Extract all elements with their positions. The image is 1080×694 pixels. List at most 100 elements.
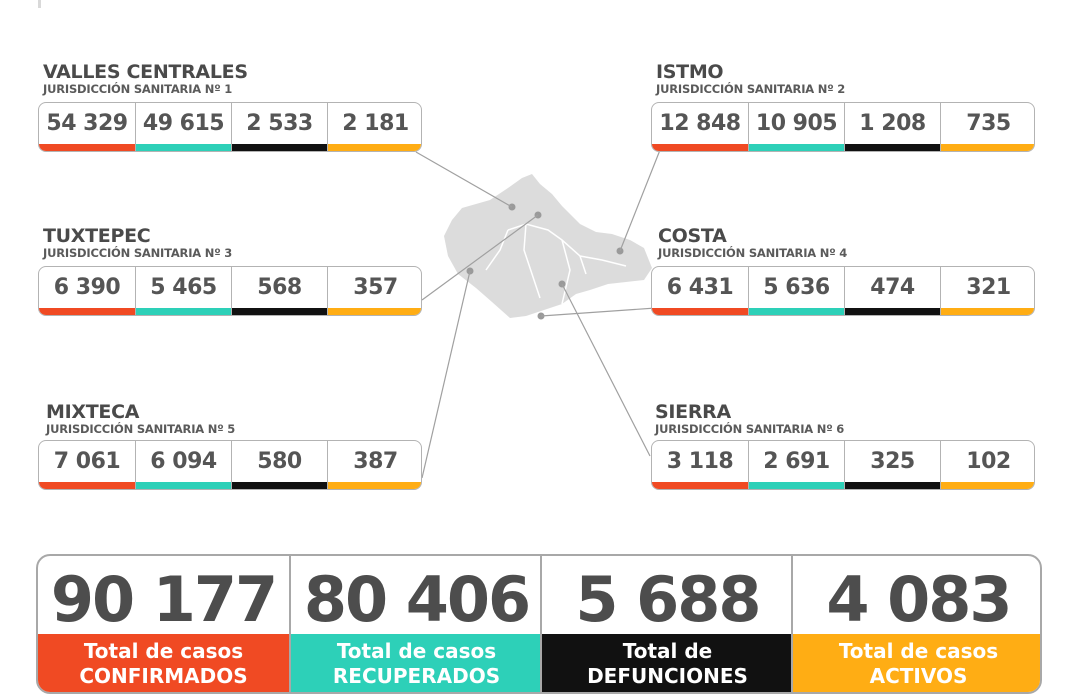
bar-recovered <box>136 308 231 315</box>
bar-recovered <box>136 144 231 151</box>
value-recovered: 10 905 <box>748 103 844 151</box>
value-deaths: 580 <box>231 441 327 489</box>
num-deaths: 474 <box>870 275 915 300</box>
region-sub: JURISDICCIÓN SANITARIA Nº 2 <box>656 82 846 96</box>
value-deaths: 325 <box>844 441 940 489</box>
leader-valles <box>415 151 513 208</box>
value-active: 321 <box>940 267 1034 315</box>
region-sub: JURISDICCIÓN SANITARIA Nº 1 <box>43 82 233 96</box>
label-line2: ACTIVOS <box>869 664 968 688</box>
num-deaths: 1 208 <box>859 111 926 136</box>
bar-active <box>328 482 421 489</box>
value-active: 735 <box>940 103 1034 151</box>
bar-confirmed <box>652 144 748 151</box>
value-deaths: 1 208 <box>844 103 940 151</box>
label-line2: RECUPERADOS <box>332 664 501 688</box>
total-recovered: 80 406 Total de casos RECUPERADOS <box>289 556 542 692</box>
bar-recovered <box>136 482 231 489</box>
bar-recovered <box>749 308 844 315</box>
total-deaths-value: 5 688 <box>575 563 761 636</box>
label-line1: Total de casos <box>336 639 497 663</box>
total-recovered-value: 80 406 <box>303 563 531 636</box>
bar-active <box>941 308 1034 315</box>
bar-active <box>941 482 1034 489</box>
map-silhouette <box>444 174 652 318</box>
num-recovered: 6 094 <box>150 449 217 474</box>
num-confirmed: 7 061 <box>53 449 121 474</box>
map-borders <box>485 223 627 305</box>
num-deaths: 2 533 <box>246 111 313 136</box>
num-active: 2 181 <box>342 111 409 136</box>
num-active: 735 <box>966 111 1011 136</box>
value-recovered: 49 615 <box>135 103 231 151</box>
num-confirmed: 54 329 <box>46 111 128 136</box>
num-active: 102 <box>966 449 1011 474</box>
num-recovered: 5 465 <box>150 275 217 300</box>
num-deaths: 568 <box>257 275 302 300</box>
value-confirmed: 12 848 <box>652 103 748 151</box>
label-line1: Total de casos <box>838 639 999 663</box>
value-active: 102 <box>940 441 1034 489</box>
region-sub: JURISDICCIÓN SANITARIA Nº 6 <box>655 422 845 436</box>
value-confirmed: 3 118 <box>652 441 748 489</box>
num-recovered: 2 691 <box>763 449 830 474</box>
leader-costa <box>540 307 657 317</box>
num-confirmed: 12 848 <box>659 111 741 136</box>
bar-deaths <box>232 308 327 315</box>
bar-active <box>328 144 421 151</box>
oaxaca-map <box>444 174 652 320</box>
num-recovered: 49 615 <box>142 111 225 136</box>
num-recovered: 5 636 <box>763 275 830 300</box>
value-recovered: 2 691 <box>748 441 844 489</box>
region-name: ISTMO <box>656 61 724 83</box>
bar-recovered <box>749 144 844 151</box>
value-confirmed: 6 431 <box>652 267 748 315</box>
label-line1: Total de casos <box>83 639 244 663</box>
region-name: COSTA <box>658 225 727 247</box>
num-confirmed: 3 118 <box>666 449 734 474</box>
source-label: Fuente: Plataforma SISVER <box>38 0 251 8</box>
region-values-costa: 6 431 5 636 474 321 <box>651 266 1035 316</box>
region-values-tuxtepec: 6 390 5 465 568 357 <box>38 266 422 316</box>
value-confirmed: 7 061 <box>39 441 135 489</box>
region-istmo: ISTMO JURISDICCIÓN SANITARIA Nº 2 <box>656 62 845 96</box>
num-active: 387 <box>353 449 398 474</box>
region-name: MIXTECA <box>46 401 140 423</box>
total-recovered-label: Total de casos RECUPERADOS <box>291 634 542 692</box>
num-deaths: 325 <box>870 449 915 474</box>
region-name: TUXTEPEC <box>43 225 151 247</box>
num-active: 321 <box>966 275 1011 300</box>
region-name: SIERRA <box>655 401 731 423</box>
leader-istmo <box>619 149 661 252</box>
label-line2: CONFIRMADOS <box>79 664 248 688</box>
region-name: VALLES CENTRALES <box>43 61 248 83</box>
value-deaths: 474 <box>844 267 940 315</box>
region-valles: VALLES CENTRALES JURISDICCIÓN SANITARIA … <box>43 62 248 96</box>
num-confirmed: 6 390 <box>53 275 121 300</box>
bar-active <box>941 144 1034 151</box>
leader-mixteca <box>421 270 471 479</box>
value-deaths: 568 <box>231 267 327 315</box>
bar-deaths <box>845 144 940 151</box>
leader-tuxtepec <box>421 214 539 301</box>
bar-deaths <box>845 308 940 315</box>
region-sub: JURISDICCIÓN SANITARIA Nº 4 <box>658 246 848 260</box>
num-recovered: 10 905 <box>755 111 838 136</box>
value-active: 2 181 <box>327 103 421 151</box>
total-active-label: Total de casos ACTIVOS <box>793 634 1040 692</box>
bar-confirmed <box>39 308 135 315</box>
bar-recovered <box>749 482 844 489</box>
region-sub: JURISDICCIÓN SANITARIA Nº 3 <box>43 246 233 260</box>
total-confirmed-value: 90 177 <box>50 563 278 636</box>
value-confirmed: 6 390 <box>39 267 135 315</box>
total-active-value: 4 083 <box>826 563 1012 636</box>
region-values-mixteca: 7 061 6 094 580 387 <box>38 440 422 490</box>
region-values-valles: 54 329 49 615 2 533 2 181 <box>38 102 422 152</box>
leader-lines <box>415 149 661 479</box>
region-values-istmo: 12 848 10 905 1 208 735 <box>651 102 1035 152</box>
bar-confirmed <box>652 308 748 315</box>
total-deaths: 5 688 Total de DEFUNCIONES <box>540 556 793 692</box>
region-values-sierra: 3 118 2 691 325 102 <box>651 440 1035 490</box>
leader-sierra <box>561 283 651 457</box>
label-line2: DEFUNCIONES <box>587 664 748 688</box>
